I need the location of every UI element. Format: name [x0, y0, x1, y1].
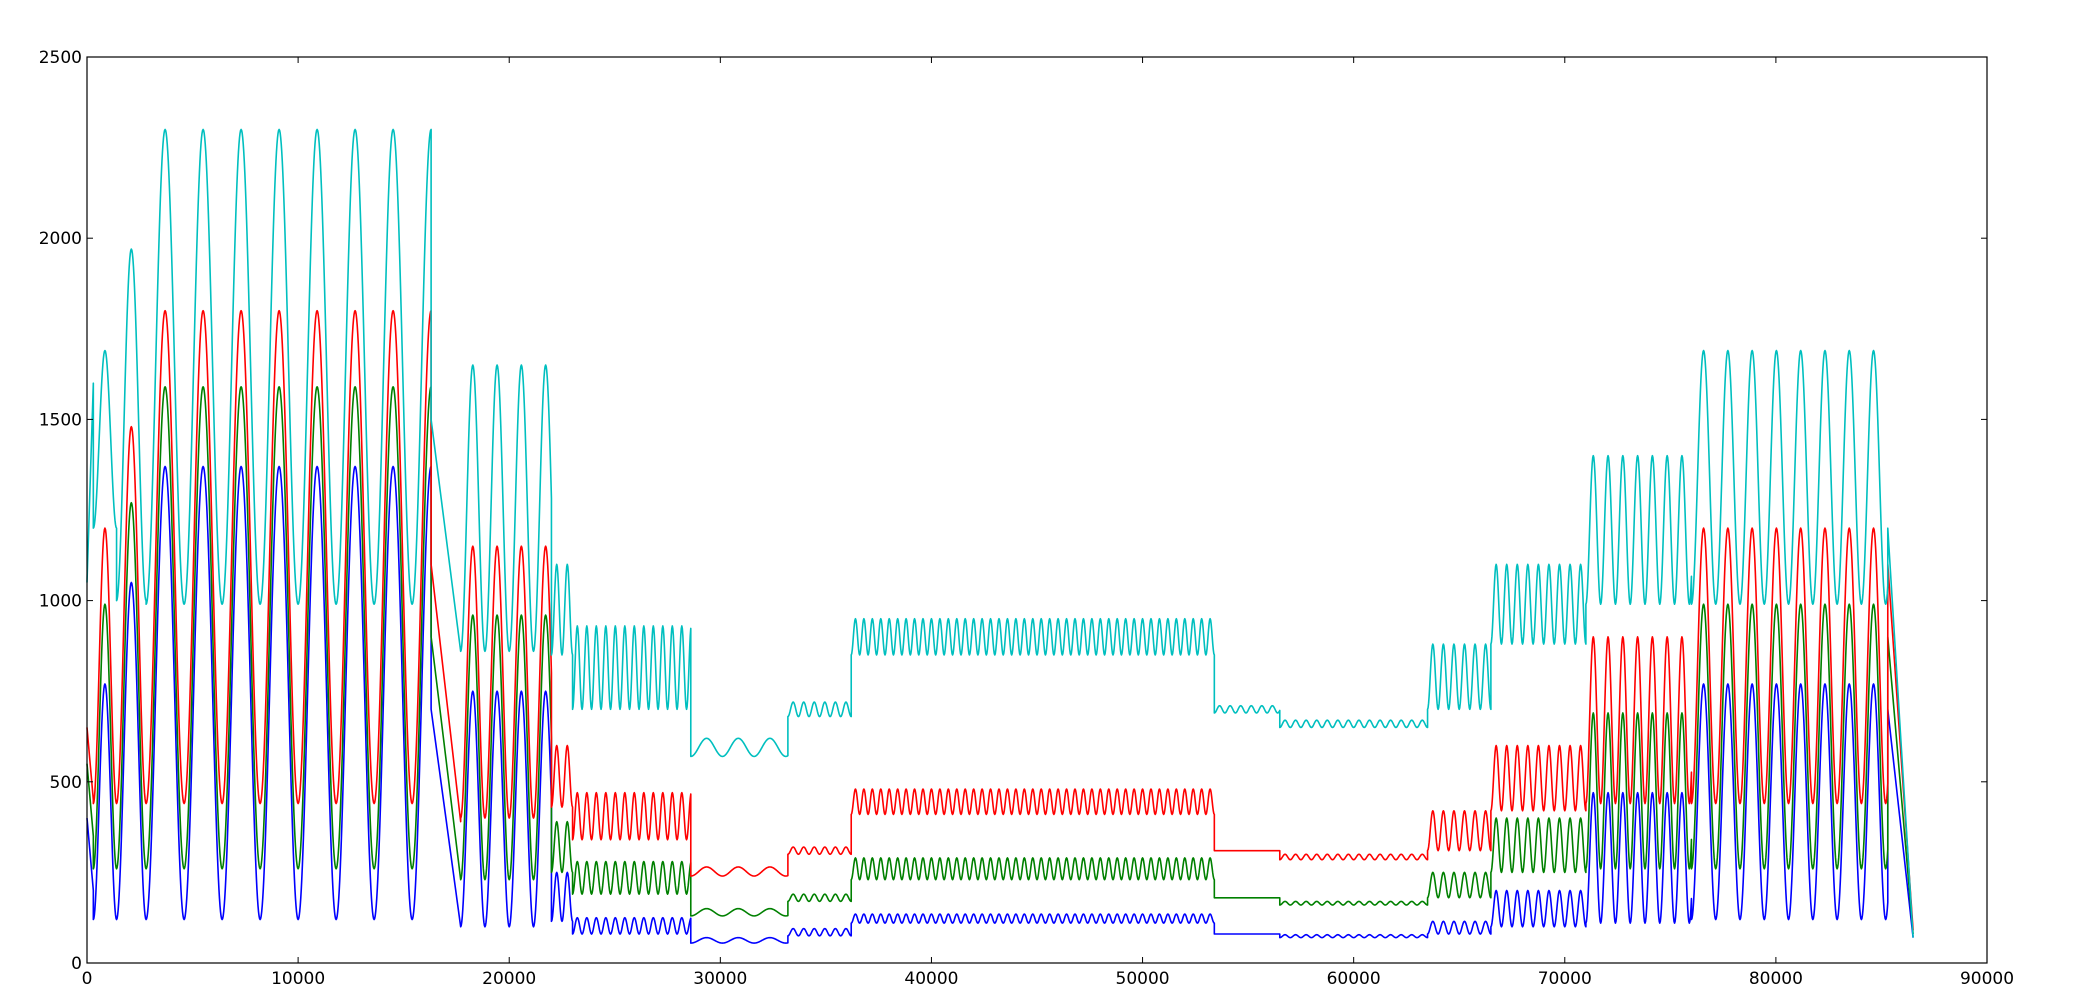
x-tick-label: 10000	[271, 969, 325, 989]
x-tick-label: 50000	[1116, 969, 1170, 989]
x-tick-label: 40000	[904, 969, 958, 989]
y-tick-label: 0	[71, 954, 82, 974]
x-tick-label: 60000	[1327, 969, 1381, 989]
y-tick-label: 1000	[39, 592, 82, 612]
x-tick-label: 30000	[693, 969, 747, 989]
x-tick-label: 90000	[1960, 969, 2014, 989]
series-line-2	[86, 385, 1914, 935]
x-tick-label: 20000	[482, 969, 536, 989]
plot-frame	[86, 56, 1988, 964]
y-tick-label: 500	[50, 773, 82, 793]
axis-layer: 0 10000 20000 30000 40000 50000 60000 70000 8000…	[39, 48, 2014, 989]
series-line-4	[86, 128, 1914, 938]
x-tick-label: 70000	[1538, 969, 1592, 989]
series-line-3	[86, 309, 1914, 931]
y-tick-label: 2500	[39, 48, 82, 68]
series-layer	[86, 128, 1914, 944]
x-tick-label: 0	[82, 969, 93, 989]
y-tick-label: 2000	[39, 229, 82, 249]
series-line-1	[86, 465, 1914, 944]
y-tick-label: 1500	[39, 410, 82, 430]
x-tick-label: 80000	[1749, 969, 1803, 989]
